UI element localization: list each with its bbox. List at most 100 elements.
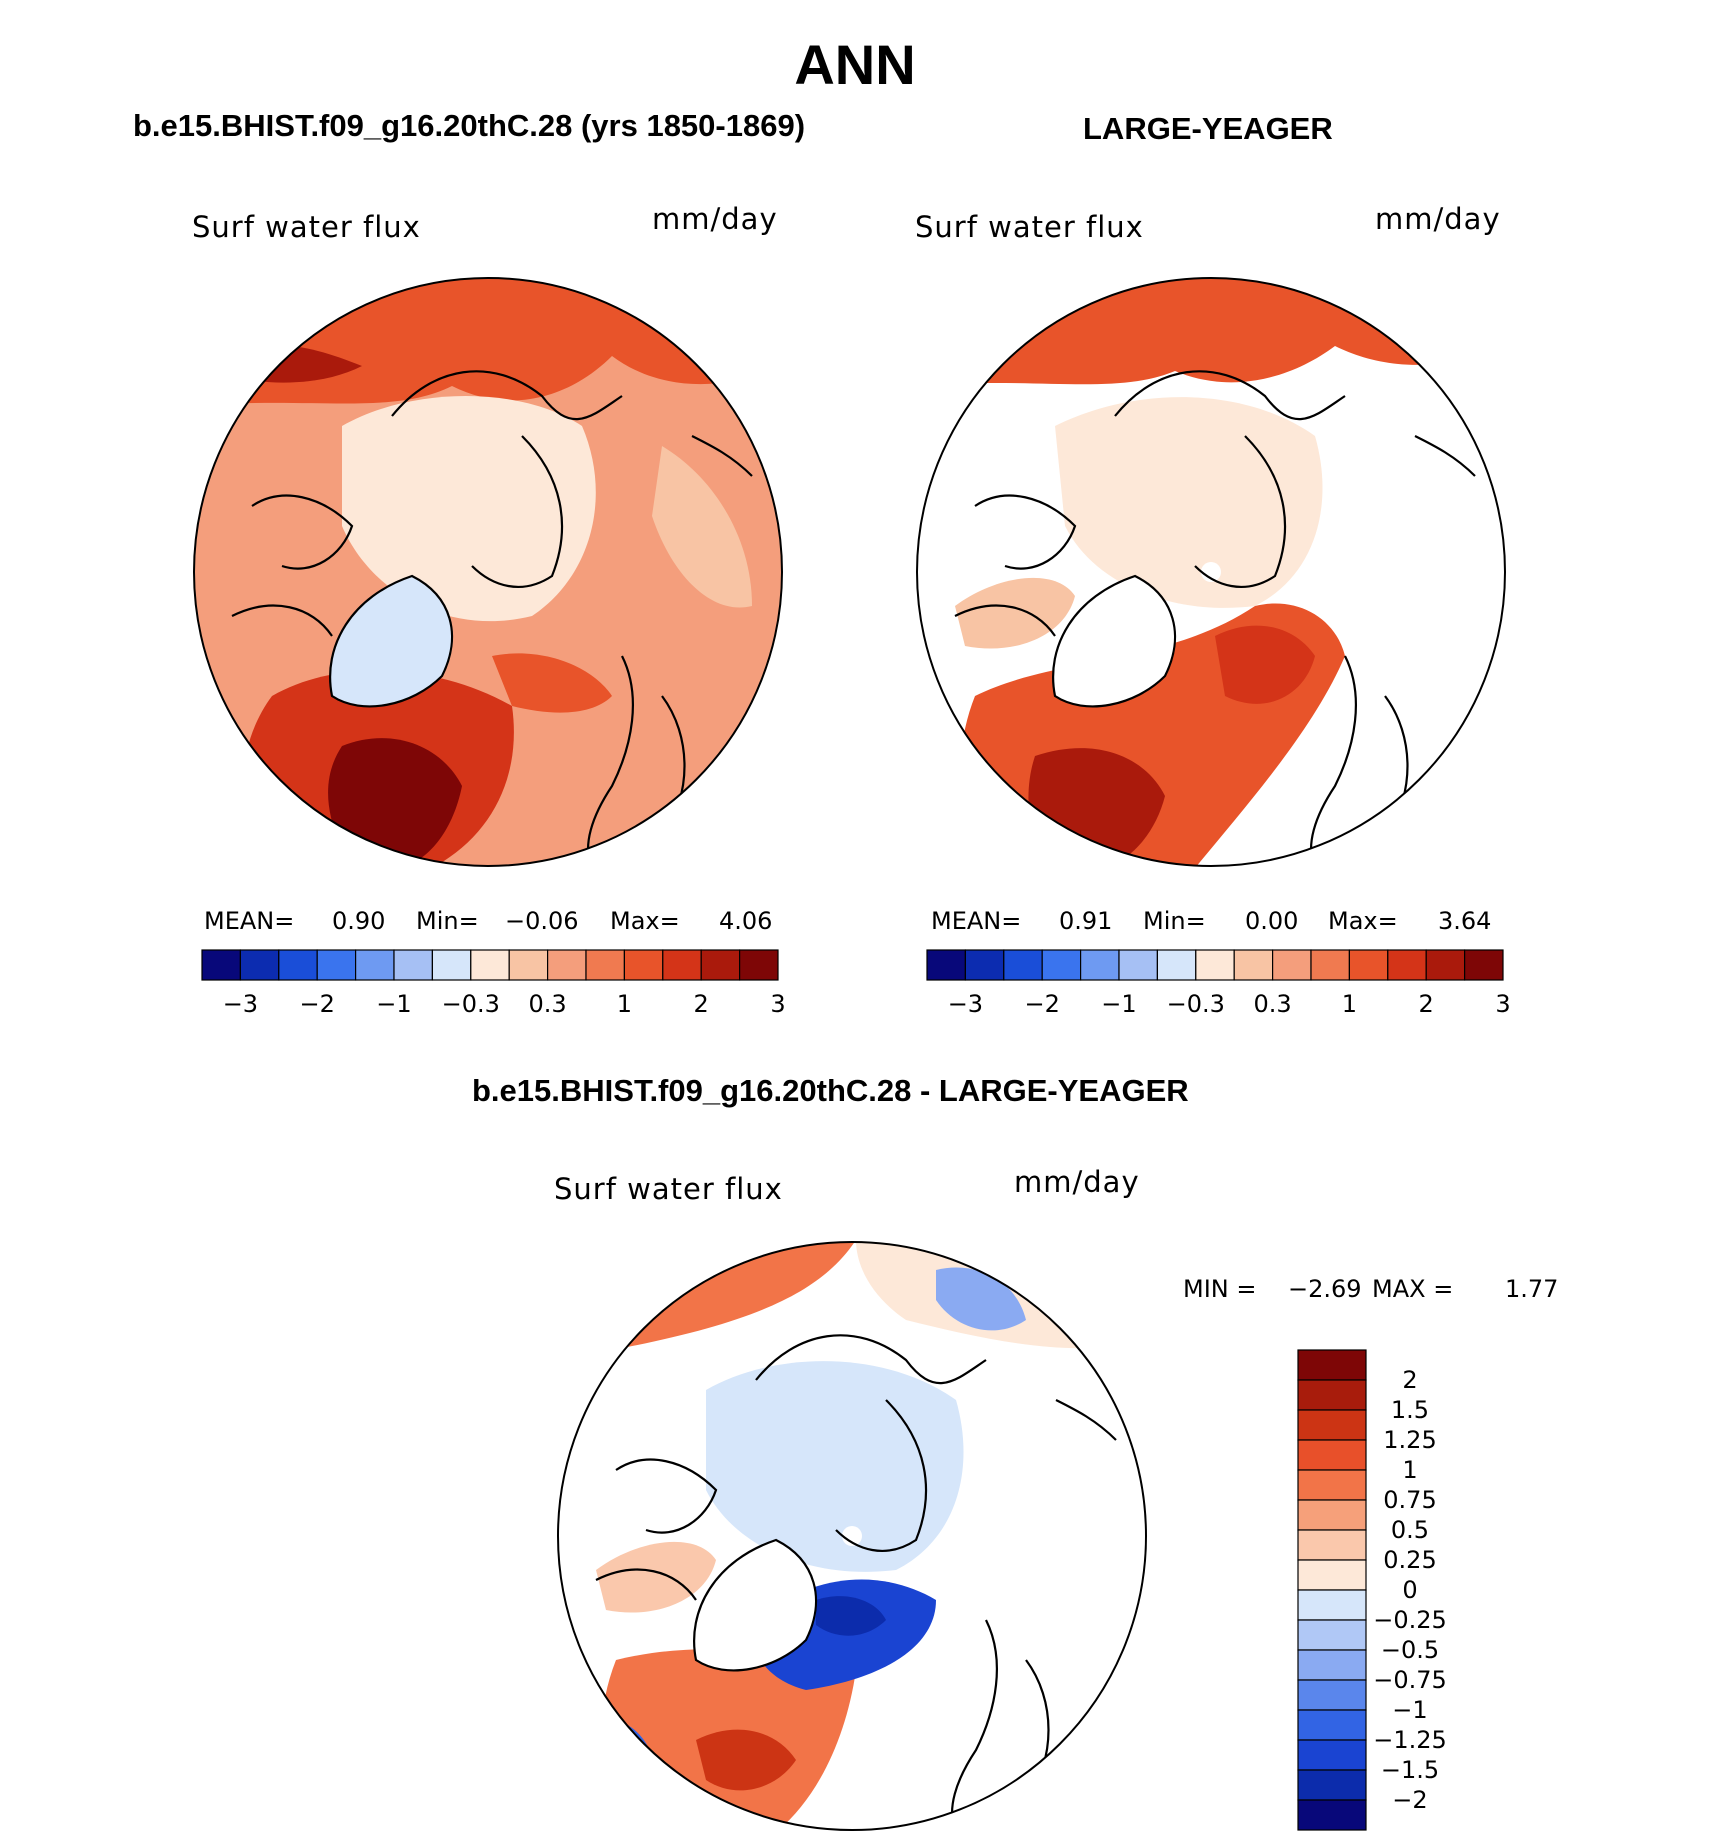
panel3-colorbar bbox=[1297, 1349, 1367, 1831]
colorbar-swatch bbox=[1003, 949, 1043, 981]
colorbar-swatch bbox=[1080, 949, 1120, 981]
colorbar-swatch bbox=[1272, 949, 1312, 981]
panel2-units-label: mm/day bbox=[1375, 202, 1501, 236]
panel2-max-label: Max= bbox=[1328, 907, 1398, 935]
colorbar-swatch bbox=[1297, 1739, 1367, 1771]
colorbar-tick-label: 0.3 bbox=[528, 990, 567, 1018]
colorbar-swatch bbox=[1387, 949, 1427, 981]
panel3-min-value: −2.69 bbox=[1288, 1275, 1362, 1303]
colorbar-swatch bbox=[1297, 1769, 1367, 1801]
colorbar-swatch bbox=[316, 949, 357, 981]
colorbar-swatch bbox=[1297, 1589, 1367, 1621]
colorbar-swatch bbox=[1463, 949, 1504, 981]
panel1-variable-label: Surf water flux bbox=[192, 210, 421, 244]
panel2-coastlines bbox=[954, 370, 1476, 866]
colorbar-tick-label: 3 bbox=[1495, 990, 1511, 1018]
colorbar-tick-label: −1 bbox=[1101, 990, 1137, 1018]
panel3-map-boundary bbox=[557, 1241, 1147, 1831]
colorbar-tick-label: 0.75 bbox=[1383, 1486, 1437, 1514]
colorbar-tick-label: −1 bbox=[1392, 1696, 1428, 1724]
colorbar-swatch bbox=[393, 949, 434, 981]
colorbar-swatch bbox=[1297, 1379, 1367, 1411]
colorbar-tick-label: 2 bbox=[1418, 990, 1434, 1018]
panel3-max-label: MAX = bbox=[1372, 1275, 1454, 1303]
colorbar-tick-label: −2 bbox=[1392, 1786, 1428, 1814]
panel1-field-atlantic-max bbox=[328, 738, 462, 866]
colorbar-swatch bbox=[1297, 1649, 1367, 1681]
colorbar-tick-label: −1.25 bbox=[1373, 1726, 1447, 1754]
colorbar-swatch bbox=[1233, 949, 1274, 981]
panel2-field-norwegian-sea bbox=[1215, 625, 1315, 704]
colorbar-swatch bbox=[431, 949, 472, 981]
colorbar-swatch bbox=[1297, 1529, 1367, 1561]
panel3-max-value: 1.77 bbox=[1505, 1275, 1559, 1303]
colorbar-swatch bbox=[1425, 949, 1466, 981]
panel2-polar-map bbox=[916, 277, 1506, 867]
panel2-colorbar bbox=[926, 949, 1504, 981]
colorbar-swatch bbox=[1297, 1349, 1367, 1381]
colorbar-swatch bbox=[547, 949, 587, 981]
colorbar-tick-label: 1.25 bbox=[1383, 1426, 1437, 1454]
colorbar-swatch bbox=[1195, 949, 1235, 981]
colorbar-tick-label: 0.3 bbox=[1253, 990, 1292, 1018]
panel1-min-value: −0.06 bbox=[505, 907, 579, 935]
colorbar-swatch bbox=[1297, 1559, 1367, 1591]
colorbar-swatch bbox=[1156, 949, 1197, 981]
panel2-min-label: Min= bbox=[1143, 907, 1206, 935]
panel3-polar-map bbox=[557, 1241, 1147, 1831]
panel3-field-barents-neg bbox=[936, 1267, 1026, 1331]
panel3-field-atlantic-max bbox=[696, 1729, 796, 1791]
colorbar-swatch bbox=[470, 949, 510, 981]
panel2-mean-label: MEAN= bbox=[931, 907, 1022, 935]
colorbar-swatch bbox=[1297, 1679, 1367, 1711]
colorbar-swatch bbox=[1297, 1799, 1367, 1831]
panel2-field-labrador bbox=[955, 577, 1075, 649]
colorbar-tick-label: −2 bbox=[1024, 990, 1060, 1018]
colorbar-swatch bbox=[964, 949, 1005, 981]
colorbar-swatch bbox=[1348, 949, 1389, 981]
colorbar-swatch bbox=[278, 949, 318, 981]
panel1-map-boundary bbox=[193, 277, 783, 867]
panel1-title: b.e15.BHIST.f09_g16.20thC.28 (yrs 1850-1… bbox=[133, 108, 806, 143]
panel3-field-labrador bbox=[596, 1541, 716, 1613]
panel3-title: b.e15.BHIST.f09_g16.20thC.28 - LARGE-YEA… bbox=[472, 1073, 1189, 1108]
panel1-max-label: Max= bbox=[610, 907, 680, 935]
colorbar-tick-label: 3 bbox=[770, 990, 786, 1018]
panel1-field-arctic bbox=[342, 396, 596, 622]
panel1-mean-label: MEAN= bbox=[204, 907, 295, 935]
colorbar-tick-label: 2 bbox=[693, 990, 709, 1018]
colorbar-tick-label: 1 bbox=[616, 990, 633, 1018]
colorbar-tick-label: −1.5 bbox=[1380, 1756, 1440, 1784]
colorbar-swatch bbox=[1297, 1409, 1367, 1441]
colorbar-swatch bbox=[1041, 949, 1082, 981]
colorbar-swatch bbox=[623, 949, 664, 981]
colorbar-swatch bbox=[1297, 1619, 1367, 1651]
colorbar-swatch bbox=[239, 949, 280, 981]
panel1-min-label: Min= bbox=[416, 907, 479, 935]
panel3-min-label: MIN = bbox=[1183, 1275, 1257, 1303]
panel2-mean-value: 0.91 bbox=[1059, 907, 1113, 935]
colorbar-tick-label: −0.5 bbox=[1380, 1636, 1440, 1664]
colorbar-swatch bbox=[508, 949, 549, 981]
colorbar-tick-label: −3 bbox=[947, 990, 984, 1018]
colorbar-tick-label: 2 bbox=[1402, 1366, 1418, 1394]
panel1-field-norwegian-sea bbox=[492, 653, 612, 713]
panel3-field-nordic-min bbox=[816, 1596, 886, 1636]
panel2-max-value: 3.64 bbox=[1438, 907, 1492, 935]
panel1-polar-map bbox=[193, 277, 783, 867]
colorbar-swatch bbox=[926, 949, 967, 981]
colorbar-swatch bbox=[201, 949, 242, 981]
colorbar-tick-label: 1 bbox=[1341, 990, 1358, 1018]
colorbar-swatch bbox=[1297, 1439, 1367, 1471]
colorbar-swatch bbox=[1118, 949, 1159, 981]
colorbar-tick-label: −0.3 bbox=[441, 990, 500, 1018]
colorbar-swatch bbox=[1297, 1709, 1367, 1741]
panel3-coastlines bbox=[595, 1334, 1117, 1830]
colorbar-swatch bbox=[585, 949, 626, 981]
panel2-field-arctic bbox=[1055, 397, 1323, 608]
colorbar-swatch bbox=[1297, 1469, 1367, 1501]
colorbar-tick-label: −0.3 bbox=[1166, 990, 1225, 1018]
colorbar-tick-label: 0.5 bbox=[1390, 1516, 1430, 1544]
panel1-field-pacific bbox=[652, 446, 752, 608]
colorbar-swatch bbox=[1297, 1499, 1367, 1531]
